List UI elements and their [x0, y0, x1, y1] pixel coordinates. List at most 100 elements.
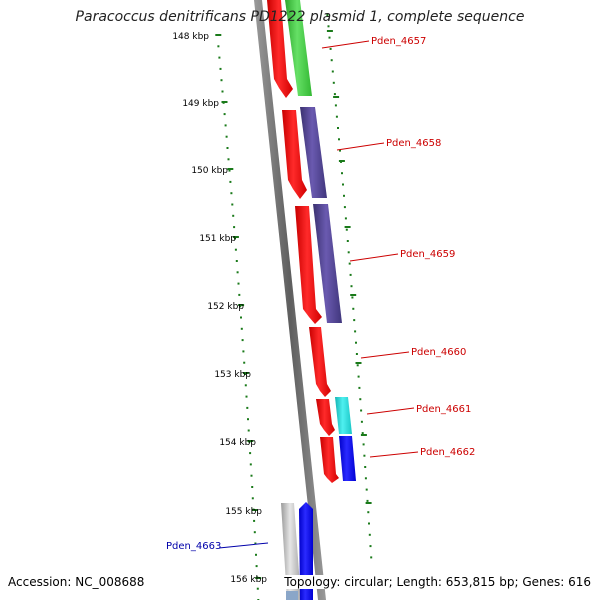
scale-tick	[243, 361, 246, 364]
scale-tick	[332, 81, 335, 84]
scale-tick	[355, 341, 357, 344]
scale-tick	[228, 169, 231, 172]
scale-tick	[227, 158, 230, 161]
scale-tick	[333, 93, 336, 96]
cds-purple[interactable]	[313, 204, 342, 323]
map-title: Paracoccus denitrificans PD1222 plasmid …	[75, 9, 525, 25]
scale-tick	[330, 59, 333, 62]
cds-purple[interactable]	[300, 107, 327, 198]
scale-tick	[331, 70, 334, 73]
scale-tick	[357, 375, 360, 378]
scale-tick	[350, 294, 357, 296]
cds-green[interactable]	[285, 0, 312, 96]
cds-arrow-red[interactable]	[282, 110, 307, 199]
cds-blue[interactable]	[339, 436, 356, 481]
scale-tick	[344, 217, 347, 220]
scale-tick	[364, 466, 367, 468]
scale-tick	[237, 282, 240, 285]
cds-arrow-red[interactable]	[316, 399, 335, 436]
scale-labels: 148 kbp 149 kbp 150 kbp 151 kbp 152 kbp …	[172, 32, 267, 585]
scale-tick	[247, 440, 254, 442]
scale-tick	[329, 47, 332, 50]
scale-tick	[345, 228, 348, 231]
scale-label: 154 kbp	[219, 438, 256, 448]
scale-tick	[251, 497, 254, 500]
footer-gene-strip	[286, 591, 298, 600]
scale-tick	[246, 406, 249, 409]
backbone	[254, 0, 326, 600]
scale-tick	[219, 67, 222, 70]
gene-label[interactable]: Pden_4661	[416, 404, 471, 415]
scale-tick	[348, 262, 351, 265]
scale-tick	[328, 36, 331, 39]
scale-tick	[238, 304, 245, 306]
scale-tick	[338, 138, 340, 141]
scale-tick	[360, 434, 367, 436]
scale-label: 155 kbp	[225, 507, 262, 517]
scale-tick	[247, 429, 250, 432]
scale-tick	[242, 372, 249, 374]
scale-tick	[255, 565, 258, 568]
scale-tick	[326, 14, 329, 16]
scale-tick	[232, 214, 235, 217]
scale-tick	[220, 79, 223, 82]
gene-label[interactable]: Pden_4660	[411, 347, 466, 358]
scale-tick	[253, 531, 256, 534]
scale-tick	[342, 183, 344, 186]
scale-tick	[241, 339, 244, 342]
cds-arrow-red[interactable]	[295, 206, 322, 324]
scale-tick	[254, 542, 257, 545]
scale-tick	[344, 226, 351, 228]
scale-tick	[251, 509, 258, 511]
scale-label: 156 kbp	[230, 575, 267, 585]
scale-tick	[231, 203, 234, 206]
scale-tick	[245, 395, 248, 398]
scale-tick	[242, 350, 245, 353]
scale-tick	[229, 180, 232, 183]
scale-tick	[334, 104, 337, 107]
scale-tick	[359, 398, 362, 401]
gene-label[interactable]: Pden_4663	[166, 541, 221, 552]
scale-tick	[223, 113, 226, 116]
scale-tick	[221, 101, 228, 103]
gene-label[interactable]: Pden_4659	[400, 249, 455, 260]
scale-ticks	[215, 14, 373, 600]
scale-tick	[240, 327, 243, 330]
scale-tick	[361, 432, 364, 435]
scale-tick	[244, 384, 247, 387]
cds-arrow-red[interactable]	[320, 437, 339, 483]
scale-tick	[221, 90, 224, 93]
cds-cyan[interactable]	[335, 397, 352, 434]
scale-tick	[255, 553, 257, 556]
scale-tick	[225, 135, 228, 138]
scale-label: 148 kbp	[172, 32, 209, 42]
scale-tick	[355, 362, 362, 364]
scale-tick	[365, 502, 372, 504]
scale-label: 153 kbp	[214, 370, 251, 380]
scale-tick	[369, 545, 372, 548]
scale-tick	[356, 364, 359, 367]
scale-tick	[238, 293, 241, 296]
scale-tick	[255, 577, 262, 579]
gene-label[interactable]: Pden_4657	[371, 36, 426, 47]
scale-tick	[251, 486, 254, 488]
scale-tick	[234, 237, 236, 240]
scale-tick	[366, 499, 369, 502]
gene-features	[267, 0, 356, 600]
scale-tick	[355, 353, 358, 355]
gene-label[interactable]: Pden_4662	[420, 447, 475, 458]
scale-tick	[224, 124, 227, 127]
scale-tick	[368, 533, 371, 536]
cds-arrow-red[interactable]	[309, 327, 331, 397]
scale-tick	[341, 172, 343, 175]
scale-tick	[256, 587, 259, 590]
scale-tick	[333, 96, 340, 98]
scale-tick	[362, 443, 365, 446]
scale-tick	[327, 25, 330, 28]
cds-arrow-red[interactable]	[267, 0, 293, 98]
scale-tick	[360, 420, 363, 423]
gene-label[interactable]: Pden_4658	[386, 138, 441, 149]
scale-label: 150 kbp	[191, 166, 228, 176]
scale-tick	[247, 418, 249, 421]
